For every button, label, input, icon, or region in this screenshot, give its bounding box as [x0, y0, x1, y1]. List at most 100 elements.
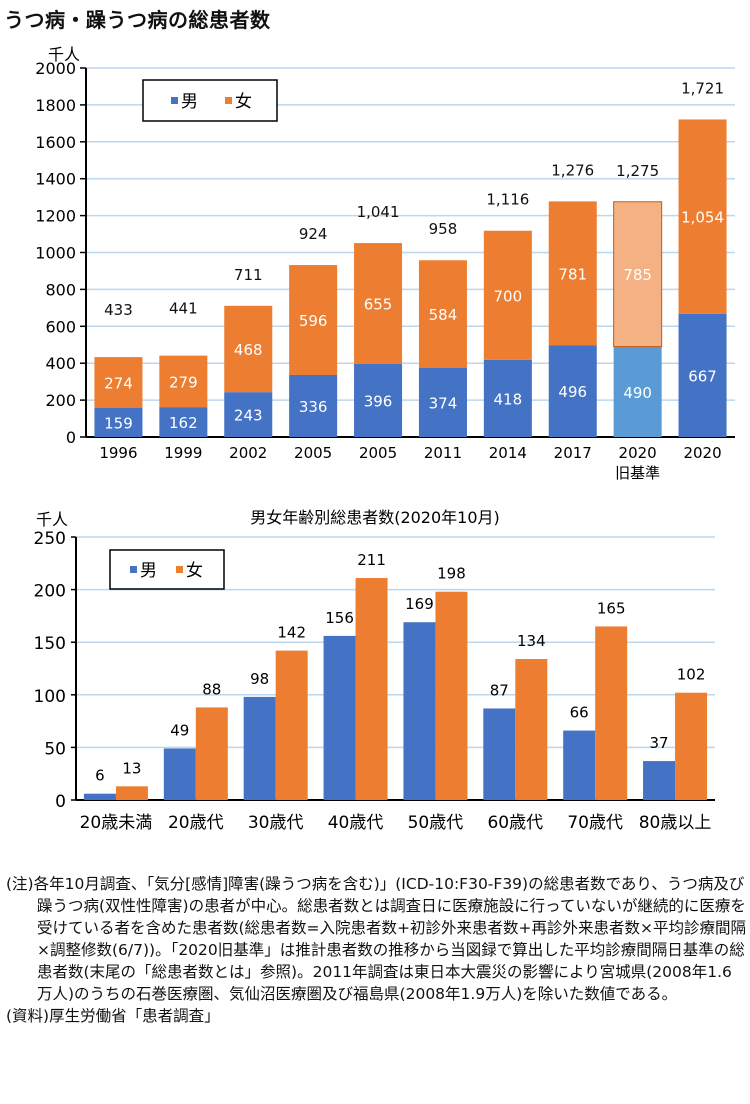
y-unit-label: 千人 [48, 45, 80, 64]
bar-male [354, 363, 403, 437]
data-label-female: 584 [429, 306, 458, 324]
y-tick-label: 1800 [35, 96, 76, 115]
data-label-female: 279 [169, 373, 198, 391]
data-label-female: 102 [677, 666, 706, 684]
x-tick-label: 60歳代 [487, 813, 543, 833]
data-label-male: 490 [623, 384, 652, 402]
data-label-female: 165 [597, 599, 626, 617]
note-text: (注)各年10月調査、「気分[感情]障害(躁うつ病を含む)」(ICD-10:F3… [6, 875, 746, 1003]
bar-female [115, 786, 148, 800]
bar-female [678, 119, 727, 314]
bar-male [83, 793, 116, 800]
data-label-female: 134 [517, 632, 546, 650]
x-tick-label: 20歳代 [168, 813, 224, 833]
bar-male [159, 407, 208, 437]
data-label-male: 396 [364, 392, 393, 410]
bar-male [163, 748, 196, 800]
x-tick-label: 2020 [683, 444, 721, 462]
data-label-male: 496 [558, 383, 587, 401]
y-tick-label: 50 [44, 739, 66, 759]
data-label-total: 433 [104, 301, 133, 319]
x-tick-label: 2014 [489, 444, 527, 462]
legend-label-male: 男 [181, 92, 198, 112]
y-tick-label: 400 [45, 354, 76, 373]
x-tick-label: 40歳代 [328, 813, 384, 833]
bar-male [289, 375, 338, 437]
bar-female [289, 265, 338, 376]
legend-label-female: 女 [235, 92, 252, 112]
legend-box [109, 549, 225, 590]
legend-swatch-female [225, 97, 232, 104]
bar-male [678, 313, 727, 437]
data-label-female: 781 [558, 265, 587, 283]
bar-male [418, 367, 467, 437]
data-label-male: 37 [650, 734, 669, 752]
data-label-male: 6 [95, 767, 105, 785]
x-tick-label: 70歳代 [567, 813, 623, 833]
data-label-male: 162 [169, 414, 198, 432]
data-label-female: 468 [234, 341, 263, 359]
data-label-total: 1,116 [486, 191, 529, 209]
bar-male [563, 730, 596, 800]
bar-female [224, 305, 273, 393]
data-label-male: 159 [104, 414, 133, 432]
legend-label-male: 男 [140, 561, 157, 581]
data-label-male: 667 [688, 367, 717, 385]
data-label-male: 418 [494, 390, 523, 408]
legend-box [142, 79, 278, 122]
data-label-female: 1,054 [681, 209, 724, 227]
chart-title: 男女年齢別総患者数(2020年10月) [250, 508, 500, 527]
bar-male [224, 392, 273, 437]
bar-male [94, 407, 143, 437]
legend-swatch-male [130, 566, 137, 573]
bar-female [515, 659, 548, 800]
data-label-total: 958 [429, 220, 458, 238]
bar-male [483, 708, 516, 800]
data-label-female: 13 [122, 759, 141, 777]
data-label-total: 924 [299, 225, 328, 243]
y-tick-label: 1200 [35, 207, 76, 226]
data-label-male: 49 [170, 721, 189, 739]
data-label-female: 198 [437, 565, 466, 583]
data-label-female: 211 [357, 551, 386, 569]
data-label-male: 87 [490, 681, 509, 699]
bar-male [403, 622, 436, 800]
x-tick-label: 2005 [359, 444, 397, 462]
x-tick-label: 2005 [294, 444, 332, 462]
data-label-total: 441 [169, 300, 198, 318]
y-unit-label: 千人 [36, 510, 68, 529]
x-tick-label: 1996 [99, 444, 137, 462]
data-label-male: 374 [429, 394, 458, 412]
x-tick-label: 20歳未満 [80, 813, 153, 833]
y-tick-label: 1600 [35, 133, 76, 152]
data-label-total: 711 [234, 266, 263, 284]
notes-section: (注)各年10月調査、「気分[感情]障害(躁うつ病を含む)」(ICD-10:F3… [6, 873, 746, 1027]
bar-female [159, 355, 208, 408]
bar-female [195, 707, 228, 800]
bar-male [548, 345, 597, 437]
y-tick-label: 0 [66, 428, 76, 447]
bar-female [483, 230, 532, 360]
data-label-female: 142 [277, 624, 306, 642]
y-tick-label: 2000 [35, 59, 76, 78]
data-label-female: 88 [202, 680, 221, 698]
data-label-female: 700 [494, 287, 523, 305]
bar-female [275, 650, 308, 800]
y-tick-label: 1400 [35, 170, 76, 189]
bar-female [595, 626, 628, 800]
y-tick-label: 0 [55, 792, 66, 812]
x-tick-label: 80歳以上 [639, 813, 712, 833]
data-label-male: 66 [570, 704, 589, 722]
data-label-total: 1,276 [551, 161, 594, 179]
bar-male [323, 635, 356, 800]
data-label-male: 156 [325, 609, 354, 627]
x-tick-label: 2002 [229, 444, 267, 462]
bar-female [613, 201, 663, 348]
page-title: うつ病・躁うつ病の総患者数 [4, 8, 271, 32]
data-label-female: 785 [623, 266, 652, 284]
chart-patients-by-age-sex: 男女年齢別総患者数(2020年10月) 千人 0 50 100 150 200 250 6 13 2… [34, 508, 715, 833]
y-tick-label: 250 [34, 529, 66, 549]
y-tick-label: 800 [45, 280, 76, 299]
bar-female [355, 578, 388, 800]
